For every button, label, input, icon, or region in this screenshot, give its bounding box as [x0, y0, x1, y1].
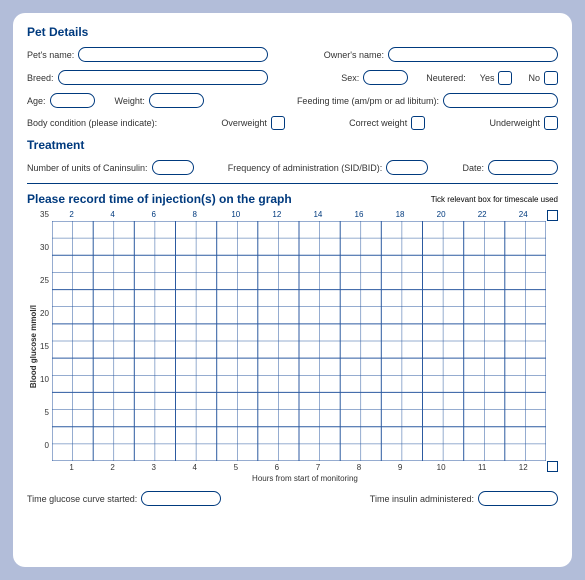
- label-units-caninsulin: Number of units of Caninsulin:: [27, 163, 148, 173]
- input-time-glucose-started[interactable]: [141, 491, 221, 506]
- timescale-note: Tick relevant box for timescale used: [431, 195, 558, 204]
- chart-grid: [52, 221, 558, 461]
- label-yes: Yes: [480, 73, 495, 83]
- label-freq-admin: Frequency of administration (SID/BID):: [228, 163, 383, 173]
- label-time-insulin-admin: Time insulin administered:: [370, 494, 474, 504]
- pet-details-heading: Pet Details: [27, 25, 558, 39]
- x-ticks-top: 24681012141618202224: [52, 210, 543, 221]
- label-body-condition: Body condition (please indicate):: [27, 118, 157, 128]
- row-age: Age: Weight: Feeding time (am/pm or ad l…: [27, 93, 558, 108]
- graph-heading: Please record time of injection(s) on th…: [27, 192, 292, 206]
- input-freq-admin[interactable]: [386, 160, 428, 175]
- label-no: No: [528, 73, 540, 83]
- y-ticks: 35302520151050: [40, 210, 52, 450]
- input-breed[interactable]: [58, 70, 268, 85]
- label-pets-name: Pet's name:: [27, 50, 74, 60]
- label-correct-weight: Correct weight: [349, 118, 407, 128]
- divider: [27, 183, 558, 184]
- y-axis-label: Blood glucose mmol/l: [27, 305, 40, 388]
- label-sex: Sex:: [341, 73, 359, 83]
- check-neutered-yes[interactable]: [498, 71, 512, 85]
- check-correct-weight[interactable]: [411, 116, 425, 130]
- check-neutered-no[interactable]: [544, 71, 558, 85]
- input-feeding-time[interactable]: [443, 93, 558, 108]
- label-overweight: Overweight: [221, 118, 267, 128]
- input-sex[interactable]: [363, 70, 408, 85]
- row-body-condition: Body condition (please indicate): Overwe…: [27, 116, 558, 130]
- check-underweight[interactable]: [544, 116, 558, 130]
- treatment-heading: Treatment: [27, 138, 558, 152]
- row-name: Pet's name: Owner's name:: [27, 47, 558, 62]
- label-date: Date:: [463, 163, 485, 173]
- label-neutered: Neutered:: [426, 73, 466, 83]
- input-owners-name[interactable]: [388, 47, 558, 62]
- check-overweight[interactable]: [271, 116, 285, 130]
- row-breed: Breed: Sex: Neutered: Yes No: [27, 70, 558, 85]
- label-breed: Breed:: [27, 73, 54, 83]
- pet-form: Pet Details Pet's name: Owner's name: Br…: [13, 13, 572, 567]
- input-date[interactable]: [488, 160, 558, 175]
- label-age: Age:: [27, 96, 46, 106]
- input-age[interactable]: [50, 93, 95, 108]
- input-pets-name[interactable]: [78, 47, 268, 62]
- label-underweight: Underweight: [489, 118, 540, 128]
- input-time-insulin-admin[interactable]: [478, 491, 558, 506]
- input-units-caninsulin[interactable]: [152, 160, 194, 175]
- check-timescale-bottom[interactable]: [547, 461, 558, 472]
- check-timescale-top[interactable]: [547, 210, 558, 221]
- label-time-glucose-started: Time glucose curve started:: [27, 494, 137, 504]
- row-treatment: Number of units of Caninsulin: Frequency…: [27, 160, 558, 175]
- x-ticks-bottom: 123456789101112: [52, 461, 543, 472]
- chart: Blood glucose mmol/l 35302520151050 2468…: [27, 210, 558, 483]
- row-times: Time glucose curve started: Time insulin…: [27, 491, 558, 506]
- label-owners-name: Owner's name:: [324, 50, 384, 60]
- label-feeding-time: Feeding time (am/pm or ad libitum):: [297, 96, 439, 106]
- input-weight[interactable]: [149, 93, 204, 108]
- label-weight: Weight:: [115, 96, 145, 106]
- x-axis-label: Hours from start of monitoring: [52, 474, 558, 483]
